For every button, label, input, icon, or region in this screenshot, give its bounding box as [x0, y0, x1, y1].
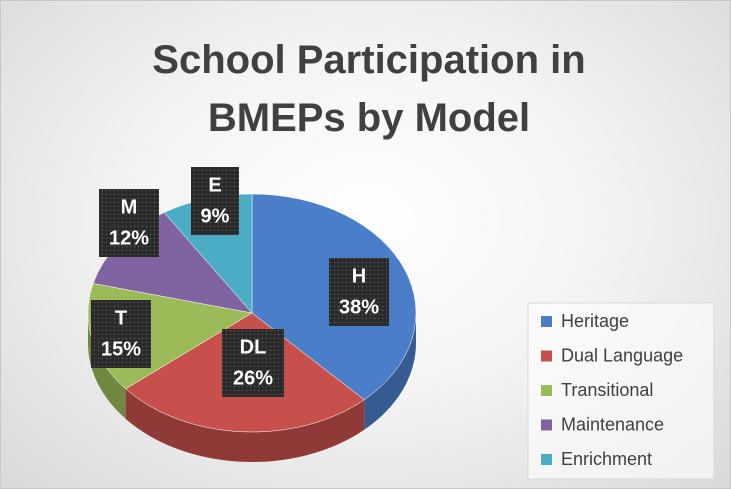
data-label: 12%: [109, 227, 149, 249]
data-label: 26%: [233, 367, 273, 389]
data-label-box: [99, 189, 159, 257]
data-label-box: [329, 258, 389, 326]
data-label-name: T: [115, 307, 127, 329]
legend-box: [527, 302, 715, 480]
legend-swatch: [541, 454, 552, 465]
legend-swatch: [541, 316, 552, 327]
chart-title: School Participation in BMEPs by Model: [152, 38, 586, 140]
data-label-name: E: [208, 174, 221, 196]
slice-side: [88, 313, 126, 419]
slice-side: [364, 313, 416, 430]
data-label: 38%: [339, 296, 379, 318]
data-label-box: [91, 300, 151, 368]
data-label-name: DL: [240, 336, 267, 358]
slice-side: [125, 388, 365, 462]
legend-swatch: [541, 385, 552, 396]
legend-swatch: [541, 419, 552, 431]
data-label-box: [222, 329, 284, 397]
data-label-name: H: [352, 265, 366, 287]
data-label: 9%: [201, 205, 230, 227]
data-label: 15%: [101, 338, 141, 360]
legend-swatch: [541, 350, 552, 362]
data-label-name: M: [121, 196, 138, 218]
legend-label: Heritage: [561, 311, 629, 331]
legend-label: Enrichment: [561, 449, 652, 469]
legend-label: Maintenance: [561, 414, 664, 434]
legend-label: Dual Language: [561, 345, 683, 365]
data-label-box: [191, 167, 239, 235]
legend-label: Transitional: [561, 380, 653, 400]
